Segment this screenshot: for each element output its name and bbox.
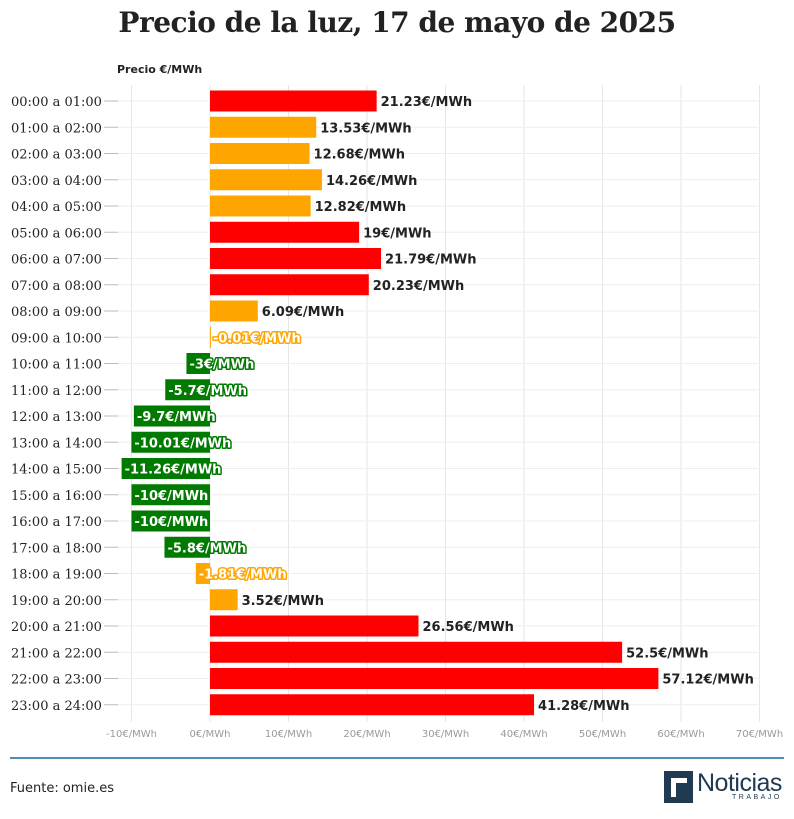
y-category-label: 09:00 a 10:00 (11, 331, 102, 346)
value-label: 41.28€/MWh (538, 699, 629, 714)
value-label: 52.5€/MWh (626, 646, 708, 661)
bar (210, 589, 238, 611)
bar (210, 221, 360, 243)
value-label: 57.12€/MWh (662, 673, 753, 688)
x-tick-label: 50€/MWh (579, 729, 626, 740)
bar (210, 668, 659, 689)
x-tick-label: 10€/MWh (265, 729, 312, 740)
value-label: -10€/MWh (135, 515, 209, 530)
axis-label: Precio €/MWh (117, 63, 202, 76)
bar (210, 116, 317, 138)
y-category-label: 10:00 a 11:00 (11, 358, 102, 373)
y-category-label: 18:00 a 19:00 (11, 568, 102, 583)
bar (131, 484, 210, 506)
y-category-label: 06:00 a 07:00 (11, 253, 102, 268)
bar (186, 353, 210, 374)
logo-word: Noticias (697, 769, 782, 797)
value-label: 21.79€/MWh (385, 253, 476, 268)
value-label: 3.52€/MWh (242, 594, 324, 609)
bar (195, 563, 210, 584)
y-category-label: 16:00 a 17:00 (11, 515, 102, 530)
y-category-label: 20:00 a 21:00 (11, 620, 102, 635)
value-label: 20.23€/MWh (373, 279, 464, 294)
bar (209, 326, 211, 348)
value-label: -10€/MWh (135, 489, 209, 504)
y-category-label: 17:00 a 18:00 (11, 541, 102, 556)
value-label: -9.7€/MWh (137, 410, 216, 425)
x-tick-label: -10€/MWh (106, 729, 157, 740)
bar (210, 248, 382, 269)
source-note: Fuente: omie.es (10, 781, 114, 796)
y-category-label: 08:00 a 09:00 (11, 305, 102, 320)
x-tick-label: 30€/MWh (422, 729, 469, 740)
bar (210, 274, 369, 296)
bar (210, 641, 623, 663)
y-category-label: 13:00 a 14:00 (11, 436, 102, 451)
x-tick-label: 70€/MWh (736, 729, 783, 740)
y-category-label: 00:00 a 01:00 (11, 95, 102, 110)
bar (210, 90, 377, 112)
x-tick-label: 20€/MWh (343, 729, 390, 740)
bar (165, 379, 210, 401)
bar (210, 143, 310, 164)
noticias-trabajo-logo: Noticias TRABAJO (664, 769, 786, 805)
y-category-label: 22:00 a 23:00 (11, 673, 102, 688)
value-label: -11.26€/MWh (125, 463, 222, 478)
y-category-label: 19:00 a 20:00 (11, 594, 102, 609)
y-category-label: 23:00 a 24:00 (11, 699, 102, 714)
y-category-label: 05:00 a 06:00 (11, 226, 102, 241)
bar (131, 510, 210, 532)
bar (210, 195, 311, 217)
bar (133, 405, 210, 427)
value-label: 26.56€/MWh (422, 620, 513, 635)
x-tick-label: 60€/MWh (657, 729, 704, 740)
y-category-label: 14:00 a 15:00 (11, 463, 102, 478)
bar (210, 300, 258, 322)
value-label: -0.01€/MWh (213, 331, 301, 346)
value-label: 12.68€/MWh (314, 148, 405, 163)
value-label: 12.82€/MWh (315, 200, 406, 215)
logo-mark-icon (664, 771, 693, 803)
x-tick-label: 40€/MWh (500, 729, 547, 740)
footer-divider (10, 757, 784, 759)
logo-subtitle: TRABAJO (732, 794, 782, 801)
bar (210, 694, 535, 716)
x-tick-label: 0€/MWh (190, 729, 231, 740)
bar (210, 169, 322, 191)
y-category-label: 03:00 a 04:00 (11, 174, 102, 189)
chart-title: Precio de la luz, 17 de mayo de 2025 (118, 6, 676, 39)
bar (121, 458, 210, 479)
y-category-label: 04:00 a 05:00 (11, 200, 102, 215)
y-category-label: 02:00 a 03:00 (11, 148, 102, 163)
value-label: -1.81€/MWh (199, 568, 287, 583)
bar (164, 536, 210, 558)
value-label: -10.01€/MWh (134, 436, 231, 451)
y-category-label: 12:00 a 13:00 (11, 410, 102, 425)
bar (210, 615, 419, 637)
value-label: -5.8€/MWh (167, 541, 246, 556)
value-label: -5.7€/MWh (168, 384, 247, 399)
value-label: -3€/MWh (189, 358, 254, 373)
value-label: 21.23€/MWh (381, 95, 472, 110)
bar-chart: Precio €/MWh 21.23€/MWh 13.53€/MWh 12.68€/… (11, 63, 783, 740)
y-category-label: 07:00 a 08:00 (11, 279, 102, 294)
bar (131, 431, 210, 453)
value-label: 19€/MWh (363, 226, 431, 241)
y-category-label: 15:00 a 16:00 (11, 489, 102, 504)
y-category-label: 21:00 a 22:00 (11, 646, 102, 661)
y-category-label: 11:00 a 12:00 (11, 384, 102, 399)
value-label: 6.09€/MWh (262, 305, 344, 320)
value-label: 14.26€/MWh (326, 174, 417, 189)
y-category-label: 01:00 a 02:00 (11, 121, 102, 136)
value-label: 13.53€/MWh (320, 121, 411, 136)
